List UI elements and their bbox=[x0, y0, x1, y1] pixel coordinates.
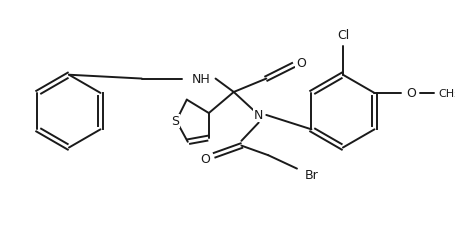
Text: O: O bbox=[405, 87, 415, 100]
Text: NH: NH bbox=[192, 73, 210, 86]
Text: S: S bbox=[171, 115, 179, 128]
Text: Cl: Cl bbox=[336, 29, 349, 42]
Text: O: O bbox=[200, 152, 209, 165]
Text: N: N bbox=[253, 109, 263, 122]
Text: Br: Br bbox=[304, 168, 318, 181]
Text: O: O bbox=[295, 57, 305, 69]
Text: CH₃: CH₃ bbox=[438, 89, 455, 98]
